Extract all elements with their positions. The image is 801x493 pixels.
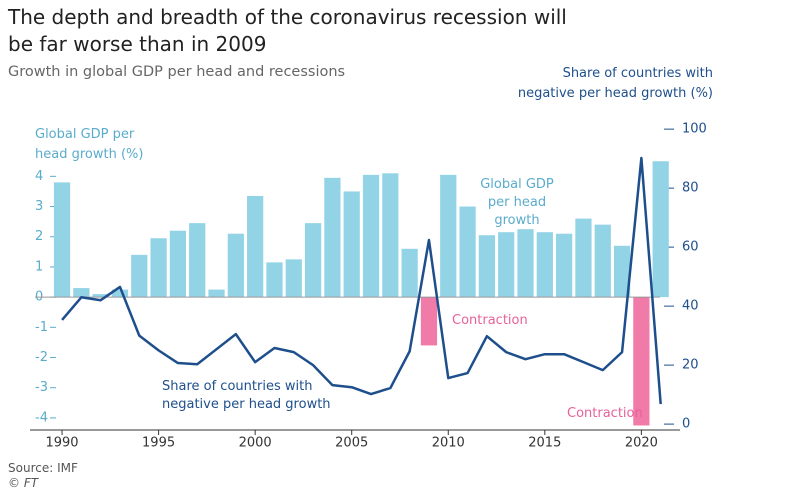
- y-tick-label: -3: [35, 380, 48, 395]
- y-tick-label: 3: [35, 199, 43, 214]
- annotation: Contraction: [452, 313, 528, 328]
- line: [61, 156, 662, 405]
- bar: [556, 233, 573, 298]
- y-tick-label: 2: [35, 229, 43, 244]
- bar: [53, 182, 71, 298]
- bar: [613, 245, 631, 298]
- bar: [478, 235, 495, 298]
- bar: [285, 259, 302, 298]
- y-tick-label: 1: [35, 259, 43, 274]
- bar: [304, 223, 322, 298]
- x-tick-label: 2000: [239, 436, 272, 451]
- x-tick-label: 2010: [432, 436, 465, 451]
- y2-tick-label: 100: [682, 122, 707, 137]
- bar: [362, 174, 380, 298]
- bar: [420, 297, 438, 346]
- chart-subtitle: Growth in global GDP per head and recess…: [8, 64, 346, 80]
- y-tick-label: -1: [35, 320, 48, 335]
- x-tick-label: 2015: [528, 436, 561, 451]
- bar: [575, 218, 592, 298]
- y-tick-label: -2: [35, 350, 48, 365]
- bar: [189, 223, 206, 298]
- x-tick-label: 1990: [45, 436, 78, 451]
- bar: [652, 161, 669, 298]
- chart-title: The depth and breadth of the coronavirus…: [8, 5, 567, 56]
- x-tick-label: 2020: [625, 436, 658, 451]
- y2-tick-label: 80: [682, 181, 699, 196]
- annotation: Global GDP per head growth: [480, 177, 554, 228]
- x-tick-label: 1995: [142, 436, 175, 451]
- bar: [459, 206, 476, 298]
- bar: [111, 289, 129, 298]
- bar: [382, 173, 399, 298]
- y2-axis-label: Share of countries with negative per hea…: [517, 66, 713, 101]
- y-tick-label: 4: [35, 169, 43, 184]
- bar: [247, 195, 264, 298]
- y2-tick-label: 20: [682, 358, 699, 373]
- annotation: Share of countries with negative per hea…: [162, 379, 331, 412]
- bar: [324, 177, 341, 298]
- bar: [208, 289, 225, 298]
- source: Source: IMF: [8, 461, 78, 475]
- bar: [517, 229, 534, 298]
- bar: [440, 174, 457, 298]
- x-tick-label: 2005: [335, 436, 368, 451]
- credit: © FT: [8, 476, 39, 490]
- bar: [169, 230, 187, 298]
- bar: [401, 248, 418, 298]
- bar: [594, 224, 611, 298]
- y2-tick-label: 40: [682, 299, 699, 314]
- bar: [131, 254, 148, 298]
- bar: [227, 233, 244, 298]
- bar: [150, 238, 167, 298]
- bar: [633, 297, 650, 426]
- bar: [343, 191, 360, 298]
- bar: [536, 232, 553, 298]
- y-axis-label: Global GDP per head growth (%): [35, 127, 144, 162]
- bar: [73, 288, 90, 298]
- y2-tick-label: 60: [682, 240, 699, 255]
- bar: [92, 294, 109, 298]
- y2-tick-label: 0: [682, 417, 690, 432]
- bar: [266, 262, 283, 298]
- bar: [498, 232, 515, 298]
- annotation: Contraction: [567, 406, 643, 421]
- y-tick-label: -4: [35, 410, 48, 425]
